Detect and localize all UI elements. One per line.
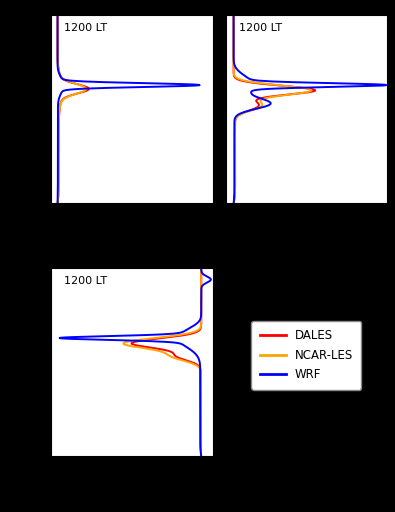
Text: 1200 LT: 1200 LT	[239, 23, 282, 33]
Y-axis label: z [km]: z [km]	[16, 89, 29, 129]
Legend: DALES, NCAR-LES, WRF: DALES, NCAR-LES, WRF	[251, 321, 361, 390]
Text: 1200 LT: 1200 LT	[64, 276, 107, 286]
Text: 1200 LT: 1200 LT	[64, 23, 107, 33]
X-axis label: $\overline{OH^{\prime 2}}$: $\overline{OH^{\prime 2}}$	[290, 228, 323, 249]
X-axis label: $\overline{C_5H_8^{\prime 2}}$: $\overline{C_5H_8^{\prime 2}}$	[113, 228, 152, 253]
Y-axis label: z [km]: z [km]	[16, 342, 29, 382]
X-axis label: $I_s$ OH-C$_5$H$_8$: $I_s$ OH-C$_5$H$_8$	[95, 481, 169, 497]
